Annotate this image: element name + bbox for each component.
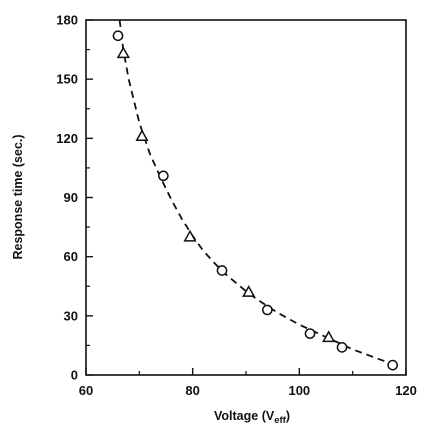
axis-ticks (85, 19, 407, 376)
y-axis-label: Response time (sec.) (11, 134, 25, 259)
triangle-marker (116, 46, 130, 59)
y-tick-label: 180 (56, 13, 78, 28)
y-tick-label: 30 (64, 308, 78, 323)
x-axis-label-end: ) (286, 409, 290, 423)
x-axis-label-main: Voltage (V (214, 409, 275, 423)
x-tick-label: 80 (185, 383, 199, 398)
triangle-marker (183, 229, 197, 242)
y-tick-label: 0 (71, 368, 78, 383)
plot-area-frame (85, 19, 407, 376)
y-tick-label: 60 (64, 249, 78, 264)
circle-marker (336, 342, 348, 353)
circle-marker (112, 30, 124, 42)
triangle-marker (242, 285, 256, 297)
circle-marker (387, 359, 399, 371)
y-tick-label: 120 (56, 131, 78, 146)
circle-marker (157, 170, 169, 182)
x-axis-label-subscript: eff (274, 415, 286, 426)
x-tick-label: 120 (395, 383, 417, 398)
axis-tick-labels: 60 80 100 120 0 30 60 90 120 150 180 (56, 13, 417, 399)
circle-marker (216, 265, 228, 276)
y-tick-label: 150 (56, 72, 78, 87)
x-tick-label: 100 (288, 383, 310, 398)
x-axis-label: Voltage (Veff) (214, 409, 290, 426)
y-tick-label: 90 (64, 190, 78, 205)
circle-marker (304, 328, 316, 339)
circle-marker (261, 304, 273, 316)
triangle-marker (135, 129, 149, 142)
data-markers (112, 30, 399, 371)
triangle-marker (322, 330, 336, 343)
x-tick-label: 60 (79, 383, 93, 398)
fit-curve (118, 19, 396, 366)
